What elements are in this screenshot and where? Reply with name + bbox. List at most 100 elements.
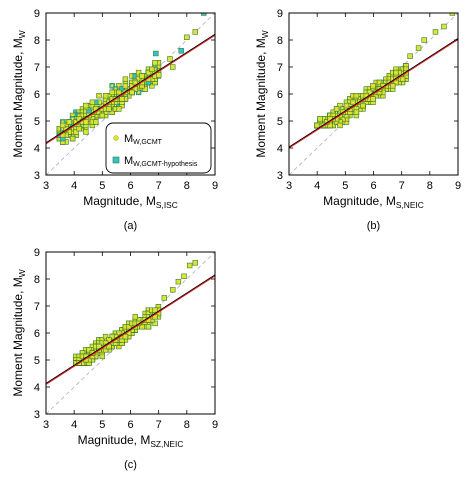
outlier-point xyxy=(407,53,413,59)
x-tick-label: 3 xyxy=(43,180,49,192)
panel-label: (a) xyxy=(124,220,137,232)
data-point xyxy=(361,104,365,108)
y-tick-label: 9 xyxy=(34,247,40,259)
x-tick-label: 3 xyxy=(286,180,292,192)
outlier-point xyxy=(192,260,198,266)
outlier-point xyxy=(441,23,447,30)
outlier-point xyxy=(161,295,167,301)
y-tick-label: 4 xyxy=(34,143,40,155)
data-square xyxy=(93,119,99,125)
data-square xyxy=(142,86,148,92)
y-tick-label: 3 xyxy=(277,170,283,182)
data-square xyxy=(122,333,129,340)
outlier-point xyxy=(415,45,422,51)
outlier-point xyxy=(192,29,198,35)
data-point xyxy=(94,107,98,111)
outlier-point xyxy=(153,50,159,57)
panel-0: 3 4 5 6 7 8 9 3 4 5 6 7 8 9 Magnitude, MS,ISC Moment Ma… xyxy=(11,8,218,232)
y-tick-label: 6 xyxy=(34,328,40,340)
data-square xyxy=(135,76,142,82)
y-tick-label: 7 xyxy=(277,62,283,74)
y-tick-label: 8 xyxy=(34,35,40,47)
x-tick-label: 6 xyxy=(127,419,133,431)
fit-line-black xyxy=(46,274,215,384)
x-tick-label: 9 xyxy=(212,180,218,192)
outlier-point xyxy=(432,29,439,35)
data-point xyxy=(71,137,75,141)
y-tick-label: 9 xyxy=(277,8,283,20)
x-tick-label: 5 xyxy=(342,180,348,192)
legend: MW,GCMT MW,GCMT-hypothesis xyxy=(105,122,212,174)
x-tick-label: 8 xyxy=(184,180,190,192)
y-tick-label: 4 xyxy=(34,382,40,394)
y-axis-label: Moment Magnitude, MW xyxy=(11,30,27,157)
data-square xyxy=(370,96,376,102)
panel-label: (b) xyxy=(367,220,380,232)
x-tick-label: 4 xyxy=(71,180,77,192)
data-point xyxy=(354,110,358,114)
data-point xyxy=(153,308,157,312)
fit-line-black xyxy=(289,38,458,148)
x-tick-label: 9 xyxy=(455,180,461,192)
data-point xyxy=(61,133,65,137)
data-point xyxy=(123,84,127,88)
plot-area xyxy=(46,13,215,175)
fit-line-red xyxy=(46,275,215,385)
data-point xyxy=(107,107,111,111)
y-tick-label: 8 xyxy=(34,274,40,286)
data-point xyxy=(338,123,342,127)
data-point xyxy=(345,104,348,108)
data-point xyxy=(61,123,65,127)
y-tick-label: 6 xyxy=(34,89,40,101)
data-point xyxy=(354,94,358,98)
data-point xyxy=(150,67,154,71)
x-tick-label: 8 xyxy=(184,419,190,431)
data-square xyxy=(66,119,73,125)
y-axis-label: Moment Magnitude, MW xyxy=(11,269,27,396)
x-tick-label: 7 xyxy=(156,180,162,192)
data-point xyxy=(351,100,355,104)
data-square xyxy=(139,73,145,79)
data-point xyxy=(391,84,395,88)
panel-1: 3 4 5 6 7 8 9 3 4 5 6 7 8 9 Magnitude, MS,NEIC Moment M… xyxy=(254,8,461,232)
outlier-point xyxy=(186,262,193,269)
outlier-point xyxy=(421,37,427,43)
plot-area xyxy=(289,13,458,175)
data-square xyxy=(152,59,158,66)
y-axis-label: Moment Magnitude, MW xyxy=(254,30,270,157)
data-square xyxy=(119,86,125,92)
x-tick-label: 8 xyxy=(427,180,433,192)
data-point xyxy=(117,107,121,111)
legend-entry: MW,GCMT-hypothesis xyxy=(124,155,198,168)
x-axis-label: Magnitude, MSZ,NEIC xyxy=(78,433,184,449)
data-point xyxy=(133,315,137,319)
outlier-point xyxy=(155,72,162,78)
data-square xyxy=(83,119,89,125)
x-tick-label: 5 xyxy=(99,419,105,431)
x-axis-label: Magnitude, MS,NEIC xyxy=(323,194,424,210)
x-tick-label: 4 xyxy=(71,419,77,431)
data-square xyxy=(129,89,135,96)
data-point xyxy=(401,77,405,81)
fit-line-black xyxy=(46,33,215,144)
y-tick-label: 3 xyxy=(34,170,40,182)
data-point xyxy=(123,77,127,81)
y-tick-label: 5 xyxy=(34,355,40,367)
data-point xyxy=(107,345,111,348)
x-tick-label: 9 xyxy=(212,419,218,431)
data-point xyxy=(77,127,81,131)
x-axis-label: Magnitude, MS,ISC xyxy=(83,194,178,210)
outlier-point xyxy=(175,278,182,285)
outlier-point xyxy=(170,287,176,293)
data-square xyxy=(145,69,152,76)
panel-label: (c) xyxy=(124,459,137,471)
x-tick-label: 7 xyxy=(156,419,162,431)
x-tick-label: 6 xyxy=(127,180,133,192)
data-point xyxy=(153,315,157,319)
data-point xyxy=(328,117,332,121)
plot-area xyxy=(46,252,215,414)
outlier-point xyxy=(178,48,184,54)
data-square xyxy=(83,129,89,135)
y-tick-label: 6 xyxy=(277,89,283,101)
